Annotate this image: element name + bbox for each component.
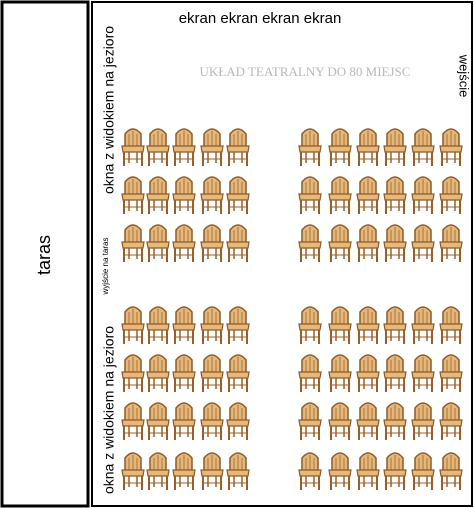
chair: [146, 354, 170, 393]
chair: [200, 402, 224, 441]
chair: [172, 176, 196, 215]
chair: [356, 402, 380, 441]
chair: [200, 452, 224, 491]
chair: [146, 306, 170, 345]
chair: [328, 452, 352, 491]
chair: [439, 452, 463, 491]
chair: [356, 306, 380, 345]
terrace-exit-label: wyjście na taras: [101, 238, 110, 296]
terrace-label: taras: [34, 235, 54, 275]
chair: [121, 354, 145, 393]
terrace-box: [0, 0, 90, 508]
chair: [356, 452, 380, 491]
chair: [328, 306, 352, 345]
chair: [298, 128, 322, 167]
screen-label: ekran ekran ekran ekran: [179, 10, 342, 27]
chair: [226, 402, 250, 441]
chair: [383, 354, 407, 393]
chair: [439, 224, 463, 263]
chair: [298, 306, 322, 345]
chair: [298, 354, 322, 393]
chair: [121, 176, 145, 215]
chair: [383, 306, 407, 345]
chair: [298, 224, 322, 263]
chair: [226, 306, 250, 345]
chair: [121, 402, 145, 441]
chair: [383, 176, 407, 215]
chair: [146, 128, 170, 167]
chair: [146, 452, 170, 491]
chair: [200, 354, 224, 393]
chair: [298, 176, 322, 215]
windows-label: okna z widokiem na jezioro: [101, 26, 117, 194]
chair: [172, 128, 196, 167]
chair: [383, 402, 407, 441]
chair: [226, 128, 250, 167]
chair: [200, 306, 224, 345]
seating: [121, 128, 463, 491]
chair: [226, 452, 250, 491]
chair: [298, 452, 322, 491]
chair: [121, 452, 145, 491]
layout-title: UKŁAD TEATRALNY DO 80 MIEJSC: [200, 64, 411, 79]
chair: [200, 224, 224, 263]
chair: [356, 128, 380, 167]
chair: [226, 354, 250, 393]
chair: [328, 354, 352, 393]
chair: [439, 306, 463, 345]
chair: [439, 402, 463, 441]
room-box: [91, 1, 473, 507]
chair: [328, 224, 352, 263]
chair: [439, 128, 463, 167]
chair: [172, 402, 196, 441]
chair: [411, 306, 435, 345]
chair: [121, 224, 145, 263]
chair: [383, 452, 407, 491]
windows-label: okna z widokiem na jezioro: [101, 326, 117, 494]
chair: [356, 176, 380, 215]
chair: [328, 128, 352, 167]
chair: [146, 176, 170, 215]
chair: [411, 128, 435, 167]
chair: [146, 402, 170, 441]
chair: [298, 402, 322, 441]
chair: [356, 354, 380, 393]
chair: [356, 224, 380, 263]
chair: [411, 176, 435, 215]
chair: [121, 128, 145, 167]
chair: [200, 128, 224, 167]
chair: [383, 128, 407, 167]
chair: [411, 402, 435, 441]
chair: [439, 354, 463, 393]
entrance-label: wejście: [457, 54, 472, 98]
chair: [121, 306, 145, 345]
chair: [200, 176, 224, 215]
chair: [172, 224, 196, 263]
chair: [439, 176, 463, 215]
chair: [383, 224, 407, 263]
chair: [328, 176, 352, 215]
chair: [146, 224, 170, 263]
chair: [411, 224, 435, 263]
chair: [328, 402, 352, 441]
chair: [226, 224, 250, 263]
chair: [226, 176, 250, 215]
chair: [172, 354, 196, 393]
chair: [411, 452, 435, 491]
chair: [411, 354, 435, 393]
chair: [172, 306, 196, 345]
chair: [172, 452, 196, 491]
